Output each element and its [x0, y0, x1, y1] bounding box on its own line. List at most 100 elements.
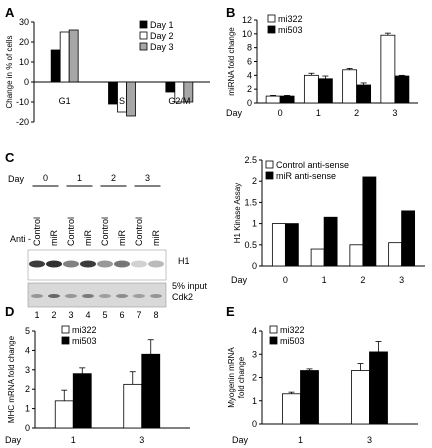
bar — [342, 69, 358, 104]
legend-label: mi503 — [278, 25, 303, 35]
blot-lane-label: miR — [151, 230, 161, 246]
y-tick-label: 1.5 — [244, 197, 257, 207]
y-tick-label: 30 — [19, 17, 29, 27]
x-tick-label: 1 — [316, 108, 321, 118]
panel-label-e: E — [226, 304, 235, 319]
bar — [394, 75, 410, 104]
legend-swatch — [269, 325, 278, 334]
blot-band-cdk2 — [82, 294, 94, 298]
blot-day: 2 — [111, 173, 116, 183]
y-tick-label: 0 — [25, 423, 30, 433]
bar — [59, 31, 70, 83]
blot-day: 0 — [43, 173, 48, 183]
x-tick-label: 3 — [392, 108, 397, 118]
bar — [126, 81, 136, 117]
legend-swatch — [61, 325, 70, 334]
blot-lane-number: 7 — [136, 310, 141, 320]
x-tick-label: 3 — [367, 435, 372, 445]
blot-band-cdk2 — [99, 294, 111, 298]
blot-lane-number: 4 — [85, 310, 90, 320]
bar — [401, 210, 416, 267]
legend-swatch — [265, 171, 274, 180]
y-tick-label: 5 — [25, 326, 30, 336]
blot-cdk2-strip — [27, 282, 167, 308]
blot-lane-number: 3 — [68, 310, 73, 320]
blot-h1-label: H1 — [178, 256, 190, 266]
bar — [356, 84, 372, 104]
y-tick-label: 2.5 — [244, 155, 257, 165]
y-tick-label: 2 — [252, 373, 257, 383]
x-axis-title: Day — [232, 435, 249, 445]
bar — [317, 78, 333, 104]
x-tick-label: 2 — [360, 275, 365, 285]
bar — [369, 351, 388, 425]
y-tick-label: -20 — [16, 117, 29, 127]
bar — [68, 29, 79, 83]
bar — [323, 216, 338, 267]
x-tick-label: 3 — [139, 435, 144, 445]
y-tick-label: 4 — [25, 345, 30, 355]
panel-label-c: C — [5, 150, 15, 165]
bar — [183, 81, 194, 103]
legend-label: mi503 — [280, 336, 305, 346]
y-axis-title: H1 Kinase Assay — [233, 183, 242, 243]
y-tick-label: 8 — [247, 43, 252, 53]
y-axis-title: fold change — [237, 356, 246, 398]
chart-c-kinase: 0 0.5 1 1.5 2 2.5 H1 Kinase Assay 0 1 2 3 Day Contro… — [231, 155, 425, 285]
y-tick-label: 2 — [25, 384, 30, 394]
x-tick-label: G2/M — [168, 96, 190, 106]
x-tick-label: S — [119, 96, 125, 106]
blot-band-cdk2 — [116, 294, 128, 298]
blot-band-h1 — [63, 260, 79, 268]
legend-label: Control anti-sense — [276, 160, 349, 170]
bar — [300, 370, 319, 425]
y-axis-title: Myogenin mRNA — [227, 347, 236, 408]
blot-band-h1 — [114, 260, 130, 268]
blot-band-cdk2 — [48, 294, 60, 298]
legend-label: mi322 — [280, 325, 305, 335]
legend-swatch — [265, 160, 274, 169]
blot-band-cdk2 — [65, 294, 77, 298]
blot-lane-number: 2 — [51, 310, 56, 320]
blot-bands — [29, 260, 164, 298]
y-axis-title: MHC mRNA fold change — [7, 335, 16, 423]
x-tick-label: 0 — [283, 275, 288, 285]
blot-band-cdk2 — [150, 294, 162, 298]
y-tick-label: 0.5 — [244, 240, 257, 250]
x-tick-label: G1 — [59, 96, 71, 106]
blot-anti-label: Anti - — [10, 234, 31, 244]
blot-day: 1 — [77, 173, 82, 183]
blot-lane-number: 8 — [153, 310, 158, 320]
bar — [279, 95, 295, 104]
x-axis-title: Day — [231, 275, 248, 285]
blot-band-cdk2 — [133, 294, 145, 298]
panel-label-d: D — [5, 304, 14, 319]
blot-lane-label: Control — [134, 217, 144, 246]
blot-day-label: Day — [8, 174, 25, 184]
y-tick-label: 1 — [25, 404, 30, 414]
y-tick-label: 2 — [252, 176, 257, 186]
blot-lane-label: Control — [66, 217, 76, 246]
bar — [72, 373, 92, 429]
blot-band-h1 — [131, 260, 147, 268]
legend-label: mi503 — [72, 336, 97, 346]
blot-band-h1 — [97, 260, 113, 268]
blot-band-h1 — [29, 260, 45, 268]
legend-label: Day 3 — [150, 42, 174, 52]
y-tick-label: 3 — [252, 349, 257, 359]
blot-lane-label: miR — [117, 230, 127, 246]
y-axis-title: Change in % of cells — [5, 36, 14, 109]
x-axis-title: Day — [5, 435, 22, 445]
x-tick-label: 1 — [298, 435, 303, 445]
bar — [351, 370, 370, 425]
x-tick-label: 1 — [322, 275, 327, 285]
bar — [265, 95, 281, 104]
bar — [362, 176, 377, 267]
legend-swatch — [139, 31, 148, 40]
blot-lane-number: 5 — [102, 310, 107, 320]
bar — [54, 400, 74, 429]
y-tick-label: 20 — [19, 37, 29, 47]
x-tick-label: 3 — [399, 275, 404, 285]
